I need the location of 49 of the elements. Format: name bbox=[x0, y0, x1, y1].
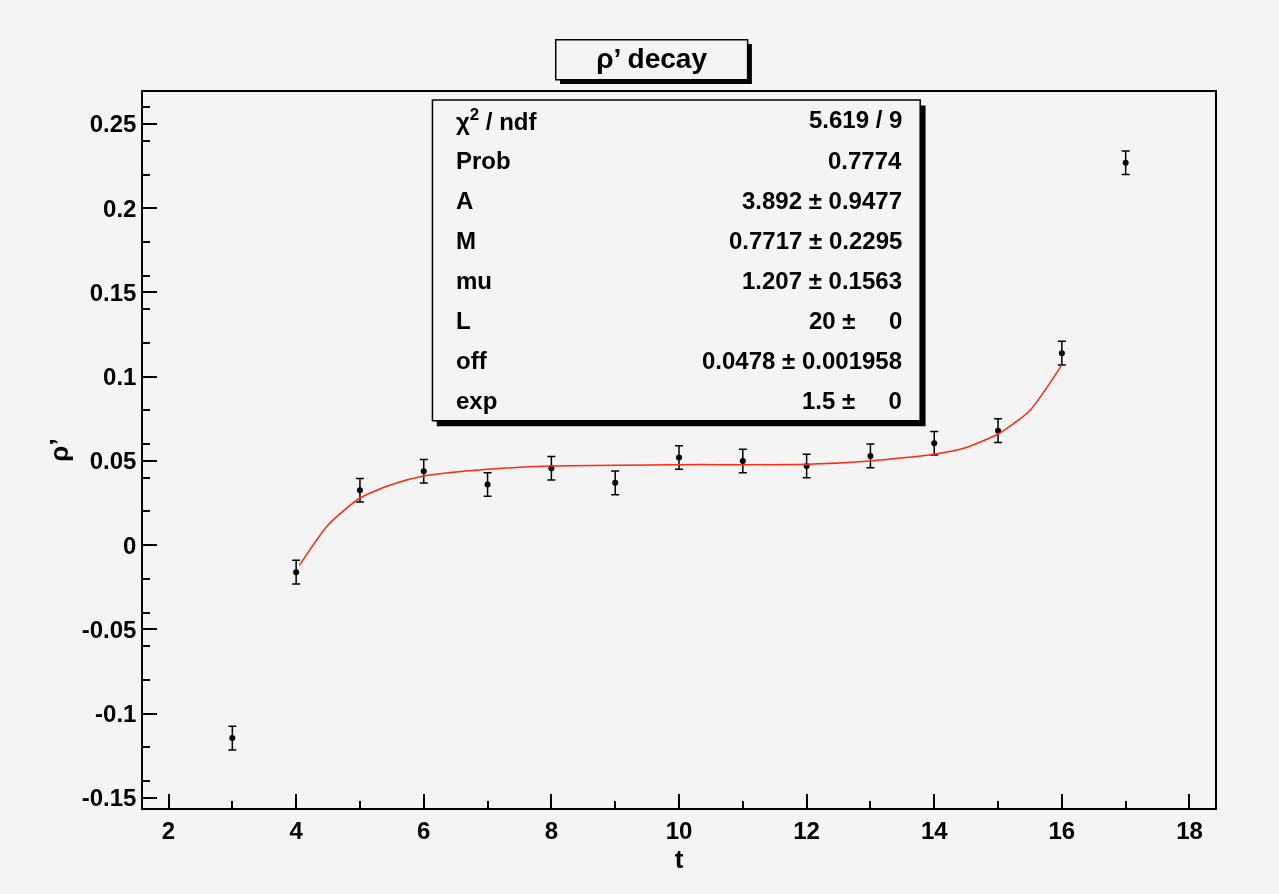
annotation: 0.7774 bbox=[828, 147, 903, 174]
point bbox=[484, 481, 491, 488]
y-tick-label: 0.25 bbox=[89, 110, 137, 138]
x-axis-title: t bbox=[674, 843, 684, 874]
annotation: exp bbox=[456, 387, 498, 414]
annotation: M bbox=[456, 227, 476, 254]
y-tick-label: 0.05 bbox=[89, 447, 137, 475]
x-tick-label: 16 bbox=[1048, 816, 1076, 844]
annotation: Prob bbox=[456, 147, 511, 174]
y-tick-label: 0.15 bbox=[89, 278, 137, 306]
annotation: 5.619 / 9 bbox=[809, 106, 903, 133]
point bbox=[931, 440, 938, 447]
annotation: off bbox=[456, 347, 488, 374]
annotation: 0.0478 ± 0.001958 bbox=[702, 347, 903, 374]
point bbox=[612, 479, 619, 486]
point bbox=[356, 487, 363, 494]
x-tick-label: 8 bbox=[544, 816, 559, 844]
annotation: mu bbox=[456, 267, 492, 294]
y-tick-label: 0.1 bbox=[103, 363, 137, 391]
annotation: 1.5 ± 0 bbox=[802, 387, 902, 414]
annotation: L bbox=[456, 307, 471, 334]
point bbox=[229, 735, 236, 742]
x-tick-label: 2 bbox=[161, 816, 176, 844]
annotation: 3.892 ± 0.9477 bbox=[742, 187, 902, 214]
y-tick-label: -0.1 bbox=[95, 700, 137, 728]
x-tick-label: 10 bbox=[665, 816, 693, 844]
y-tick-label: -0.05 bbox=[81, 615, 137, 643]
point bbox=[739, 457, 746, 464]
annotation: 1.207 ± 0.1563 bbox=[742, 267, 902, 294]
point bbox=[1058, 350, 1065, 357]
point bbox=[293, 569, 300, 576]
y-axis-title: ρ’ bbox=[43, 438, 74, 462]
annotation: χ$^{2}$ / ndf bbox=[456, 105, 538, 136]
point bbox=[676, 454, 682, 461]
annotation: 20 ± 0 bbox=[809, 307, 903, 334]
y-tick-label: 0 bbox=[123, 531, 137, 559]
x-tick-label: 12 bbox=[793, 816, 820, 844]
point bbox=[1122, 159, 1129, 166]
y-tick-label: -0.15 bbox=[81, 784, 137, 812]
x-tick-label: 4 bbox=[289, 816, 304, 844]
y-tick-label: 0.2 bbox=[103, 194, 137, 222]
annotation: 0.7717 ± 0.2295 bbox=[729, 227, 903, 254]
annotation: A bbox=[456, 187, 474, 214]
x-tick-label: 14 bbox=[920, 816, 949, 844]
x-tick-label: 18 bbox=[1176, 816, 1203, 844]
x-tick-label: 6 bbox=[417, 816, 431, 844]
point bbox=[420, 468, 427, 475]
chart-title: ρ’ decay bbox=[596, 42, 708, 74]
point bbox=[867, 452, 874, 459]
